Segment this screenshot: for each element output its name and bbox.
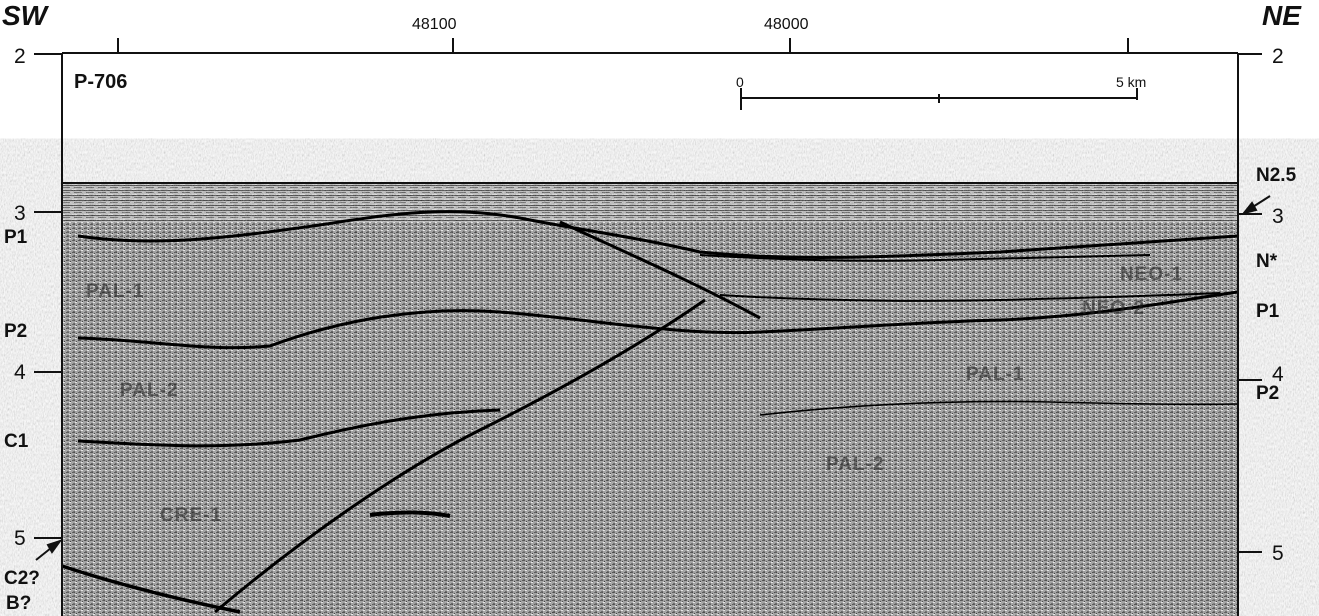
unit-label-cre-1: CRE-1 <box>160 505 222 527</box>
direction-sw-label: SW <box>2 2 47 30</box>
unit-label-pal-2-left: PAL-2 <box>120 380 178 402</box>
unit-label-pal-2-right: PAL-2 <box>826 454 884 476</box>
unit-label-neo-2: NEO-2 <box>1082 298 1145 320</box>
horizon-label-b: B? <box>6 594 31 613</box>
unit-label-pal-1-right: PAL-1 <box>966 364 1024 386</box>
horizon-label-p2-right: P2 <box>1256 384 1279 403</box>
top-tick-label-48100: 48100 <box>412 17 457 33</box>
top-axis-ticks <box>118 38 1128 53</box>
depth-left-3: 3 <box>14 203 26 224</box>
profile-line-id: P-706 <box>74 72 127 92</box>
horizon-label-p1-left: P1 <box>4 228 27 247</box>
horizon-label-c2: C2? <box>4 569 40 588</box>
scale-bar-start-label: 0 <box>736 75 744 89</box>
horizon-label-n2-5: N2.5 <box>1256 166 1296 185</box>
unit-label-pal-1-left: PAL-1 <box>86 281 144 303</box>
depth-right-5: 5 <box>1272 543 1284 564</box>
depth-right-4: 4 <box>1272 364 1284 385</box>
direction-ne-label: NE <box>1262 2 1301 30</box>
horizon-label-n-star: N* <box>1256 252 1277 271</box>
depth-left-2: 2 <box>14 46 26 67</box>
horizon-label-c1: C1 <box>4 432 28 451</box>
depth-right-3: 3 <box>1272 206 1284 227</box>
scale-bar-end-label: 5 km <box>1116 75 1146 89</box>
scale-bar <box>741 88 1137 110</box>
depth-right-2: 2 <box>1272 46 1284 67</box>
horizon-label-p1-right: P1 <box>1256 302 1279 321</box>
depth-left-5: 5 <box>14 528 26 549</box>
unit-label-neo-1: NEO-1 <box>1120 264 1183 286</box>
top-tick-label-48000: 48000 <box>764 17 809 33</box>
horizon-label-p2-left: P2 <box>4 322 27 341</box>
depth-left-4: 4 <box>14 362 26 383</box>
